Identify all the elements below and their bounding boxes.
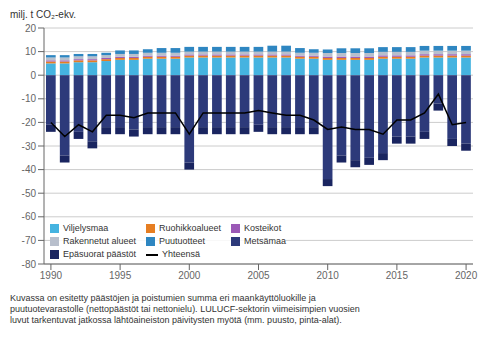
svg-text:2005: 2005 [247,270,270,281]
svg-text:2020: 2020 [455,270,478,281]
svg-text:1995: 1995 [109,270,132,281]
svg-text:-70: -70 [22,235,37,246]
html-text:Rakennetut alueet: Rakennetut alueet [63,236,137,246]
svg-text:-20: -20 [22,117,37,128]
html-text:milj. t CO₂-ekv.: milj. t CO₂-ekv. [10,9,76,20]
svg-text:-80: -80 [22,259,37,270]
svg-text:0: 0 [30,70,36,81]
svg-text:-50: -50 [22,188,37,199]
svg-text:10: 10 [25,46,37,57]
svg-text:2000: 2000 [178,270,201,281]
svg-text:-30: -30 [22,141,37,152]
svg-text:-10: -10 [22,93,37,104]
html-text:luvut tarkentuvat jatkossa läh: luvut tarkentuvat jatkossa lähtöaineisto… [10,315,342,325]
svg-text:2015: 2015 [386,270,409,281]
html-text:puutuotevarastolle (nettopääst: puutuotevarastolle (nettopäästöt tai net… [10,304,360,314]
svg-text:2010: 2010 [317,270,340,281]
html-text:Epäsuorat päästöt: Epäsuorat päästöt [63,249,137,259]
html-text:Ruohikkoalueet: Ruohikkoalueet [159,223,222,233]
svg-text:-60: -60 [22,211,37,222]
html-text:Metsämaa: Metsämaa [244,236,287,246]
svg-text:-40: -40 [22,164,37,175]
html-text:Yhteensä: Yhteensä [162,249,201,259]
svg-text:20: 20 [25,23,37,34]
html-text:Viljelysmaa: Viljelysmaa [63,223,109,233]
svg-text:1990: 1990 [40,270,63,281]
html-text:Kuvassa on esitetty päästöjen: Kuvassa on esitetty päästöjen ja poistum… [10,293,316,303]
html-text:Kosteikot: Kosteikot [244,223,282,233]
html-text:Puutuotteet: Puutuotteet [159,236,206,246]
